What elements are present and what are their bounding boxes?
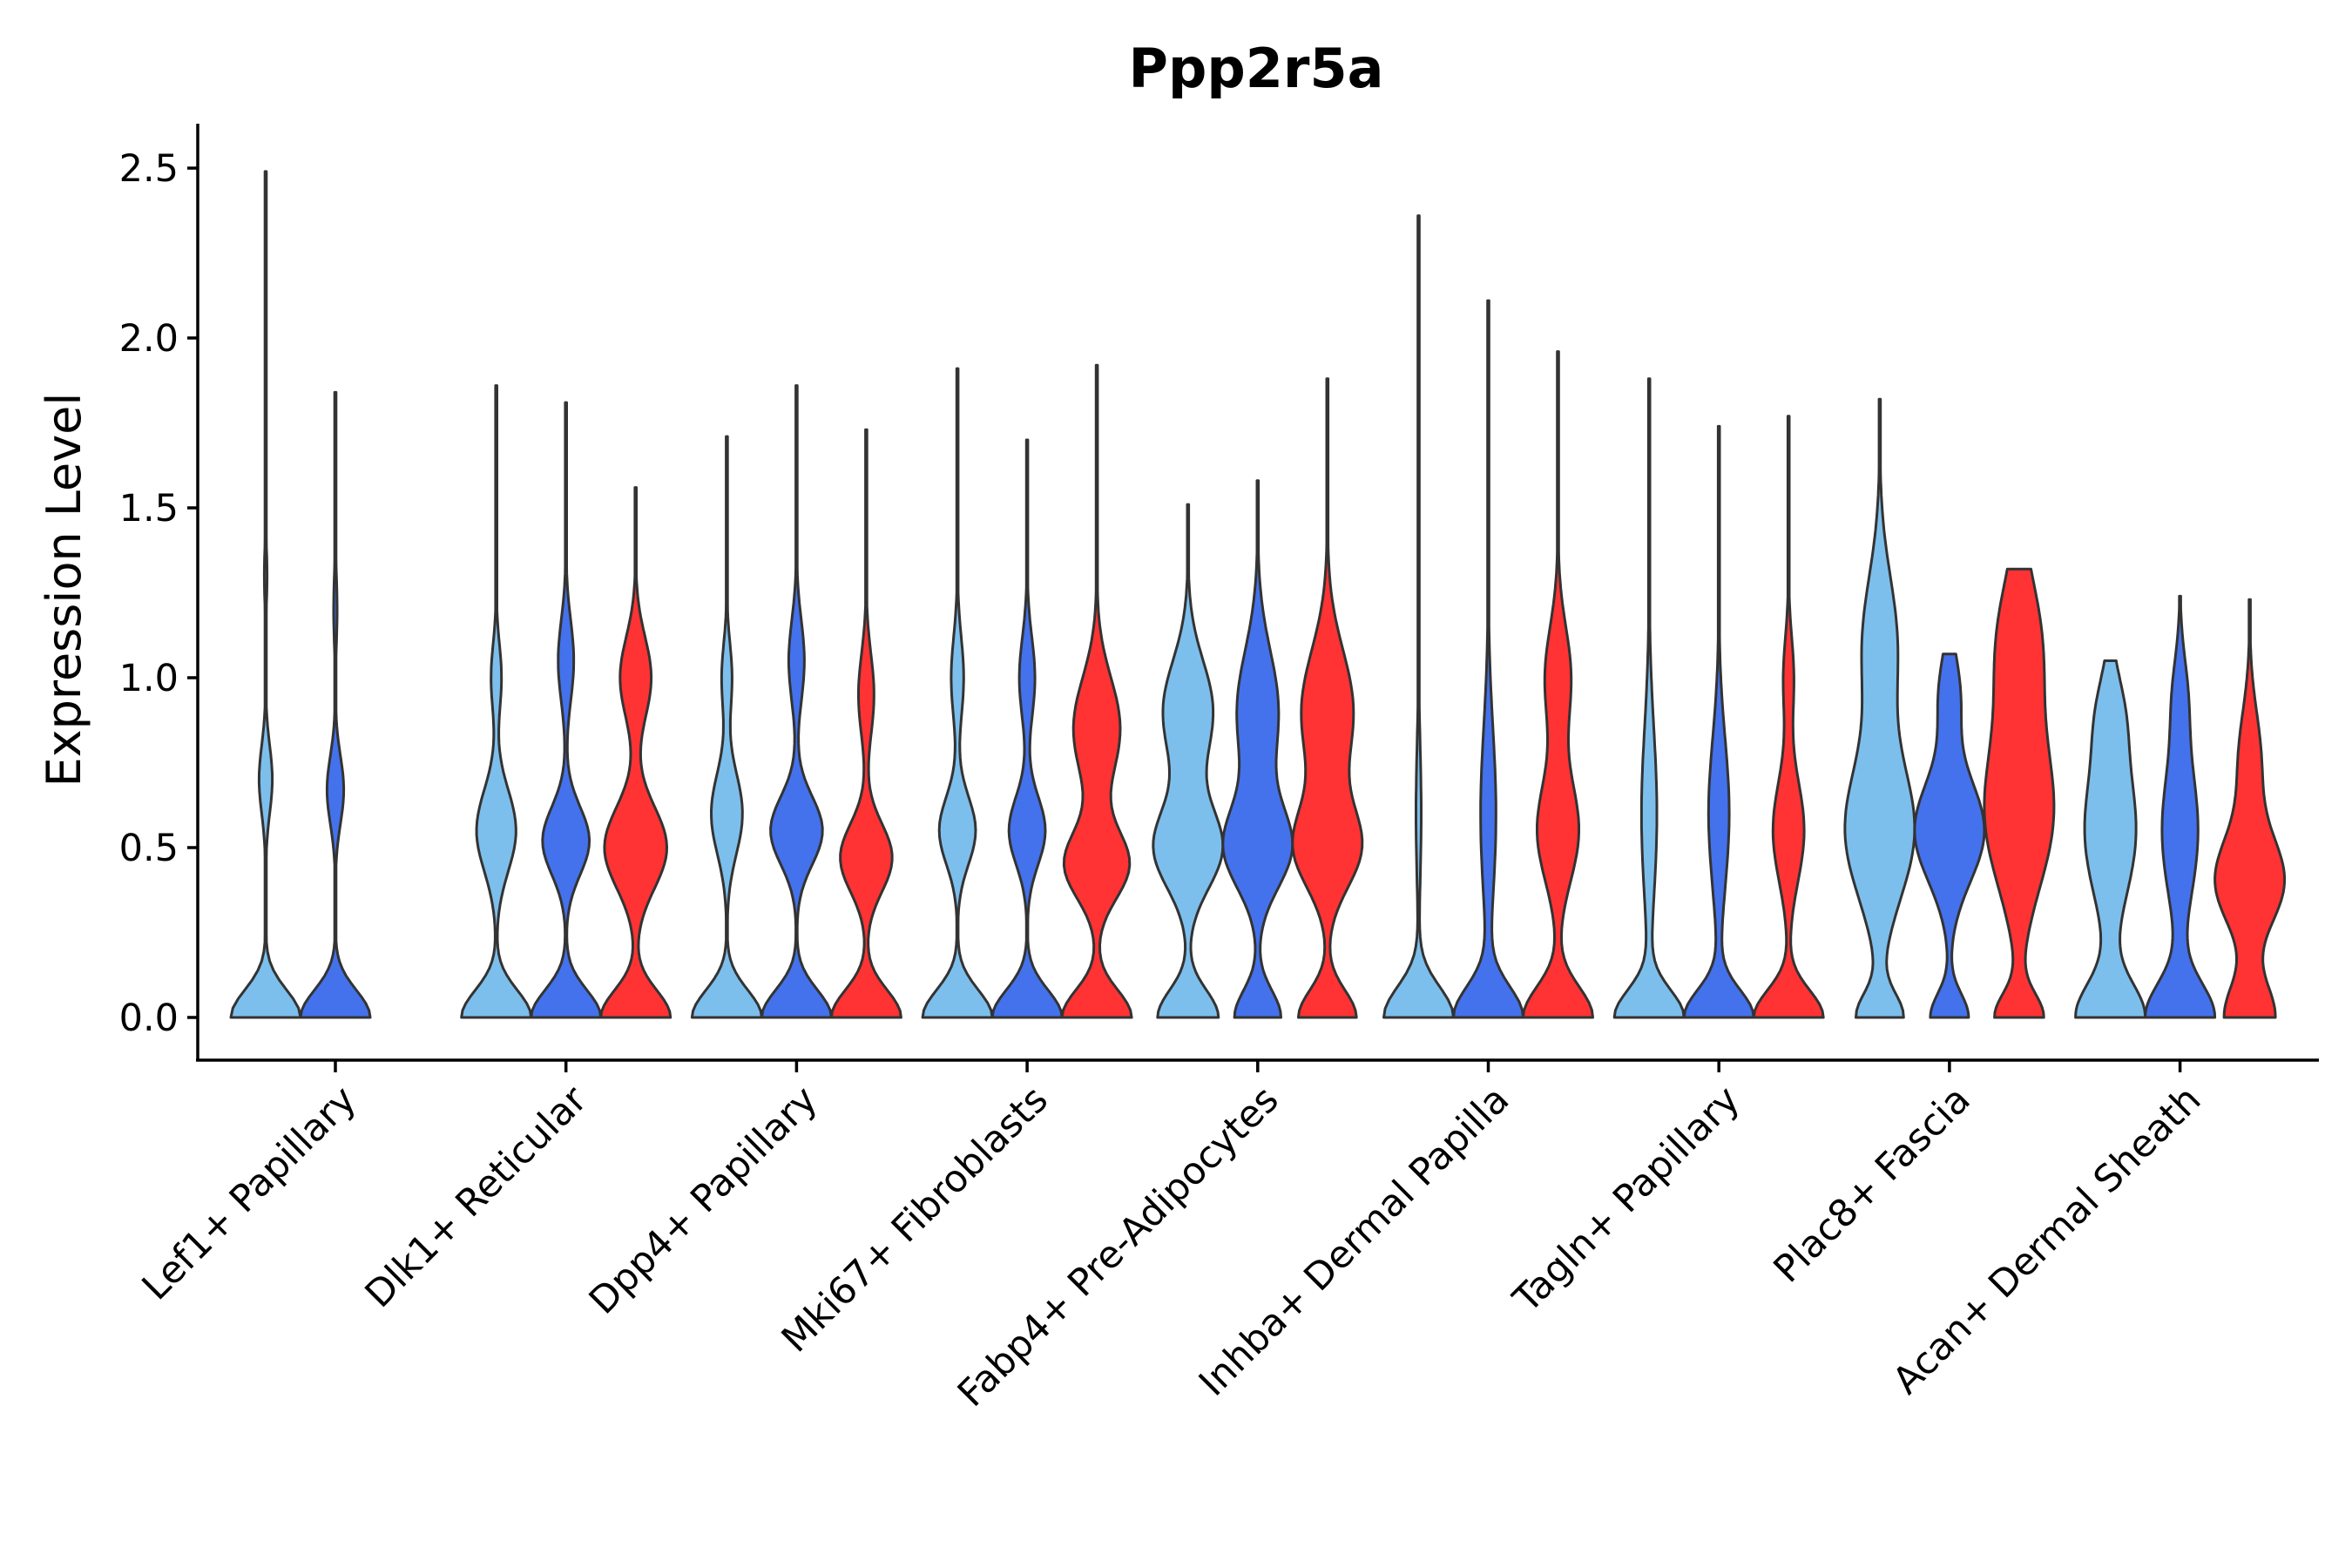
violin-group1-cat-2 xyxy=(690,435,763,1019)
y-tick-label: 1.5 xyxy=(119,487,179,531)
violin-group3-cat-2 xyxy=(829,428,902,1019)
x-tick-label: Mki67+ Fibroblasts xyxy=(774,1078,1057,1361)
violin-group3-cat-7 xyxy=(1983,567,2056,1019)
violin-group1-cat-5 xyxy=(1382,214,1455,1019)
violin-group2-cat-6 xyxy=(1682,424,1755,1019)
chart-title: Ppp2r5a xyxy=(1129,37,1384,100)
violin-layer xyxy=(229,170,2287,1019)
violin-group2-cat-1 xyxy=(530,401,603,1019)
y-axis-label: Expression Level xyxy=(37,393,91,787)
x-tick-label: Tagln+ Papillary xyxy=(1504,1078,1748,1321)
y-tick-label: 1.0 xyxy=(119,657,179,700)
violin-group1-cat-1 xyxy=(460,384,533,1019)
violin-group1-cat-0 xyxy=(229,170,302,1019)
y-tick-label: 2.0 xyxy=(119,317,179,361)
violin-group3-cat-4 xyxy=(1291,377,1364,1019)
violin-group2-cat-3 xyxy=(990,438,1064,1019)
x-tick-label: Dpp4+ Papillary xyxy=(581,1078,826,1322)
violin-group3-cat-8 xyxy=(2213,598,2287,1019)
y-ticks: 0.0 0.5 1.0 1.5 2.0 2.5 xyxy=(119,147,198,1040)
violin-group3-cat-1 xyxy=(599,486,672,1019)
y-tick-label: 0.5 xyxy=(119,827,179,870)
violin-group2-cat-0 xyxy=(299,390,372,1019)
violin-group2-cat-2 xyxy=(760,384,833,1019)
violin-group2-cat-8 xyxy=(2144,594,2217,1019)
x-tick-label: Plac8+ Fascia xyxy=(1766,1078,1979,1291)
y-tick-label: 0.0 xyxy=(119,997,179,1040)
violin-group2-cat-7 xyxy=(1913,652,1986,1019)
violin-group3-cat-5 xyxy=(1522,350,1594,1019)
violin-group3-cat-6 xyxy=(1752,415,1825,1019)
violin-group2-cat-4 xyxy=(1221,479,1294,1019)
violin-group3-cat-3 xyxy=(1060,363,1133,1019)
x-tick-label: Dlk1+ Reticular xyxy=(357,1078,596,1316)
violin-group1-cat-3 xyxy=(921,367,994,1019)
violin-group1-cat-6 xyxy=(1612,377,1686,1019)
y-tick-label: 2.5 xyxy=(119,147,179,191)
x-tick-label: Lef1+ Papillary xyxy=(134,1078,365,1308)
violin-group1-cat-7 xyxy=(1843,397,1916,1019)
violin-group2-cat-5 xyxy=(1452,299,1524,1019)
violin-group1-cat-4 xyxy=(1152,503,1225,1019)
violin-group1-cat-8 xyxy=(2074,659,2147,1019)
